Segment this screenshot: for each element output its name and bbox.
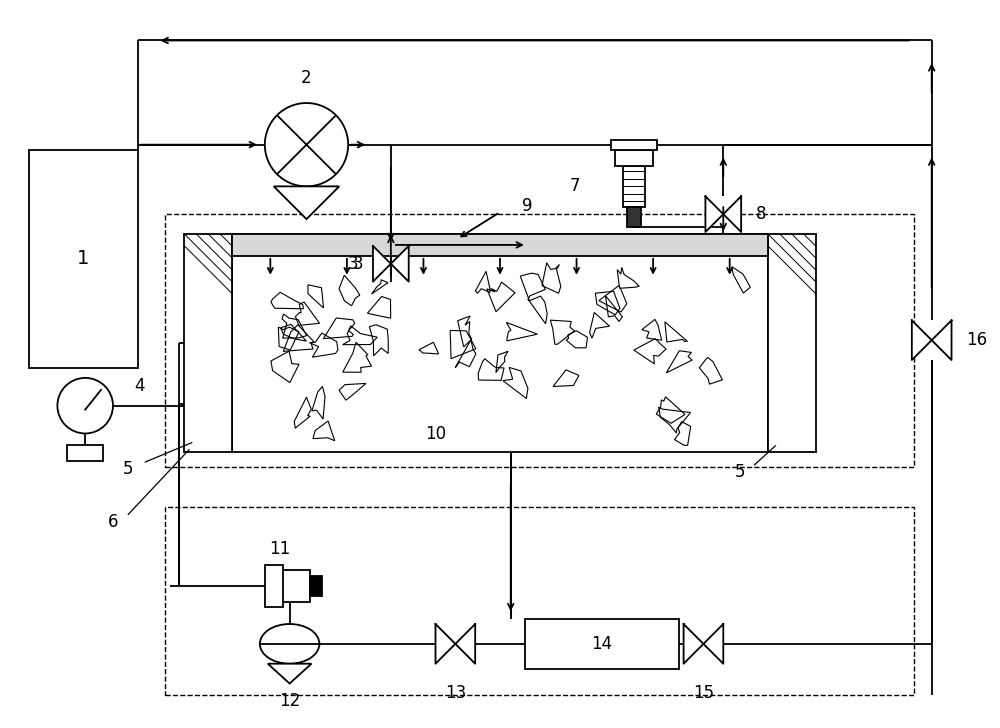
Text: 6: 6: [108, 513, 118, 531]
Bar: [611, 140, 657, 150]
Bar: [615, 150, 653, 165]
Polygon shape: [435, 624, 455, 664]
Polygon shape: [932, 320, 952, 360]
Bar: [525, 619, 679, 668]
Circle shape: [265, 103, 348, 186]
Text: 7: 7: [569, 178, 580, 195]
Polygon shape: [684, 624, 703, 664]
Bar: [232, 234, 768, 256]
Text: 5: 5: [123, 460, 133, 478]
Text: 14: 14: [591, 635, 612, 653]
Polygon shape: [391, 246, 409, 282]
Polygon shape: [912, 320, 932, 360]
Bar: [623, 165, 645, 207]
Ellipse shape: [260, 624, 319, 664]
Bar: [184, 234, 232, 452]
Polygon shape: [373, 246, 391, 282]
Bar: [165, 214, 914, 467]
Text: 10: 10: [425, 425, 446, 443]
Polygon shape: [705, 197, 723, 232]
Polygon shape: [703, 624, 723, 664]
Text: 1: 1: [77, 249, 89, 269]
Text: 5: 5: [735, 463, 745, 481]
Text: 3: 3: [347, 255, 358, 273]
Polygon shape: [268, 664, 311, 684]
Bar: [310, 577, 322, 596]
Bar: [269, 571, 310, 602]
Polygon shape: [723, 197, 741, 232]
Text: 12: 12: [279, 692, 300, 711]
Bar: [165, 507, 914, 695]
Bar: [627, 207, 641, 227]
Text: 9: 9: [522, 197, 532, 215]
Bar: [67, 446, 103, 462]
Polygon shape: [455, 624, 475, 664]
Text: 13: 13: [445, 684, 466, 702]
Text: 4: 4: [135, 377, 145, 395]
Circle shape: [57, 378, 113, 433]
Text: 3: 3: [352, 255, 363, 273]
Polygon shape: [274, 186, 339, 219]
Bar: [265, 566, 283, 607]
Bar: [29, 150, 138, 368]
Text: 15: 15: [693, 684, 714, 702]
Text: 16: 16: [966, 331, 988, 349]
Text: 8: 8: [756, 205, 767, 223]
Bar: [232, 234, 768, 452]
Bar: [768, 234, 816, 452]
Text: 2: 2: [301, 69, 312, 87]
Text: 11: 11: [269, 539, 290, 558]
